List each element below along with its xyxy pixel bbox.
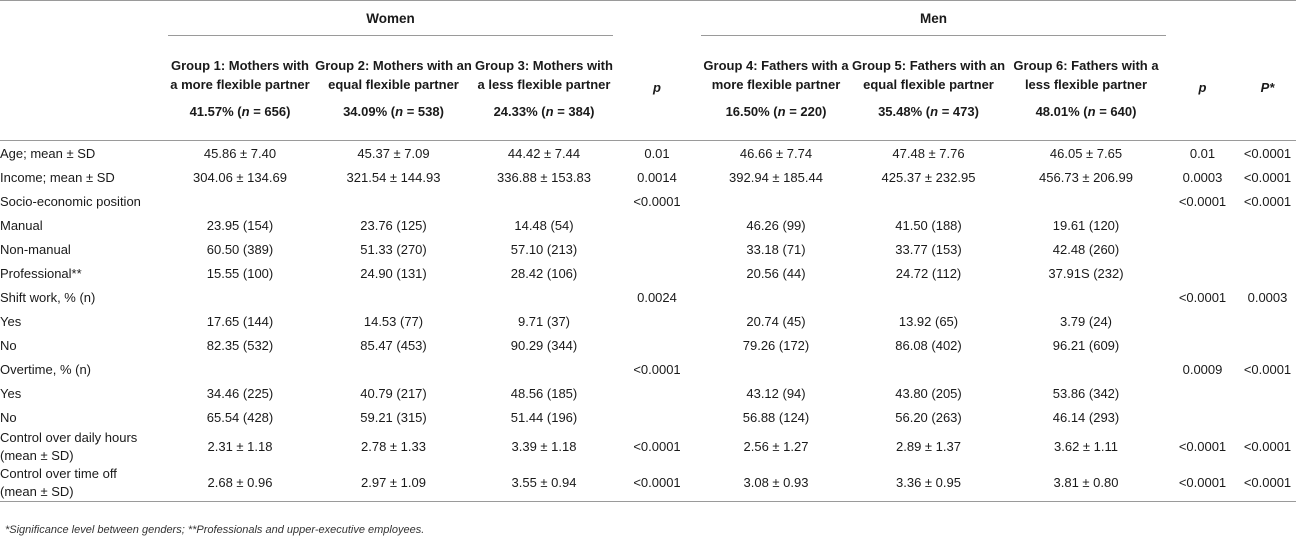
group-header-row: Women Men xyxy=(0,0,1296,36)
table-row: No 65.54 (428) 59.21 (315) 51.44 (196) 56.8… xyxy=(0,409,1120,425)
data-table: Women Men Group 1: Mothers with a more f… xyxy=(0,0,1296,502)
group-4-header: Group 4: Fathers with a more flexible pa… xyxy=(703,57,849,119)
group-3-header: Group 3: Mothers with a less flexible pa… xyxy=(475,57,613,119)
table-row: Income; mean ± SD 304.06 ± 134.69 321.54 … xyxy=(0,169,1292,185)
men-header: Men xyxy=(701,0,1166,36)
column-header-row: Group 1: Mothers with a more flexible pa… xyxy=(0,36,1296,141)
table-row: Control over daily hours (mean ± SD) 2.31… xyxy=(0,430,1292,463)
p-header-men: p xyxy=(1198,80,1207,96)
group-2-header: Group 2: Mothers with an equal flexible … xyxy=(315,57,472,119)
table-row: Yes 34.46 (225) 40.79 (217) 48.56 (185) 43.… xyxy=(0,385,1120,401)
group-1-header: Group 1: Mothers with a more flexible pa… xyxy=(170,57,310,119)
table-row: Manual 23.95 (154) 23.76 (125) 14.48 (54) 4… xyxy=(0,217,1120,233)
table-row: Non-manual 60.50 (389) 51.33 (270) 57.10 (… xyxy=(0,241,1120,257)
table-row: Professional** 15.55 (100) 24.90 (131) 28.… xyxy=(0,265,1124,281)
table-row: Overtime, % (n) <0.0001 0.0009 <0.0001 xyxy=(0,361,1292,377)
table-row: No 82.35 (532) 85.47 (453) 90.29 (344) 79.2… xyxy=(0,337,1120,353)
table-row: Shift work, % (n) 0.0024 <0.0001 0.0003 xyxy=(0,289,1288,305)
group-5-header: Group 5: Fathers with an equal flexible … xyxy=(851,57,1006,119)
group-6-header: Group 6: Fathers with a less flexible pa… xyxy=(1013,57,1159,119)
table-row: Socio-economic position <0.0001 <0.0001 <0… xyxy=(0,193,1292,209)
table-row: Yes 17.65 (144) 14.53 (77) 9.71 (37) 20.74 … xyxy=(0,313,1113,329)
women-header: Women xyxy=(168,0,613,36)
table-row: Age; mean ± SD 45.86 ± 7.40 45.37 ± 7.09 4… xyxy=(0,145,1292,161)
p-header-women: p xyxy=(653,80,661,96)
table-row: Control over time off (mean ± SD) 2.68 ± … xyxy=(0,465,1296,502)
p-star-header: P* xyxy=(1260,80,1275,96)
table-footnote: *Significance level between genders; **P… xyxy=(5,524,425,536)
